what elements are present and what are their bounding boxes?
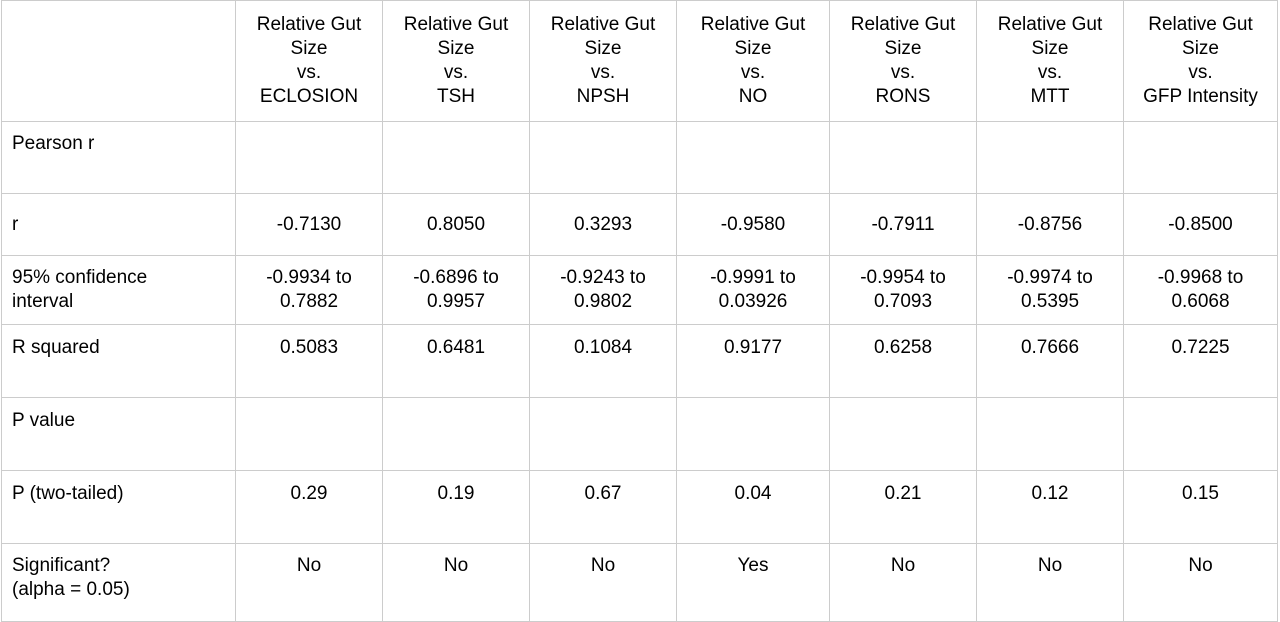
column-header-mtt: Relative Gut Size vs. MTT [976,0,1124,122]
table-cell [976,397,1124,471]
table-cell: 0.3293 [529,193,677,256]
table-cell: 0.5083 [235,324,383,398]
table-row-confidence-interval: 95% confidence interval -0.9934 to 0.788… [1,255,1278,325]
column-header-gfp-intensity: Relative Gut Size vs. GFP Intensity [1123,0,1278,122]
table-cell: 0.6481 [382,324,530,398]
table-cell [976,121,1124,194]
row-label: r [1,193,236,256]
table-cell: -0.6896 to 0.9957 [382,255,530,325]
column-header-rons: Relative Gut Size vs. RONS [829,0,977,122]
table-cell: 0.04 [676,470,830,544]
table-cell: -0.7911 [829,193,977,256]
table-cell: -0.9243 to 0.9802 [529,255,677,325]
row-label: Pearson r [1,121,236,194]
row-label: Significant? (alpha = 0.05) [1,543,236,622]
row-label: R squared [1,324,236,398]
table-cell: No [382,543,530,622]
table-cell [676,121,830,194]
table-cell: -0.9968 to 0.6068 [1123,255,1278,325]
table-cell: 0.12 [976,470,1124,544]
table-cell [529,121,677,194]
table-cell [1123,121,1278,194]
table-cell: 0.15 [1123,470,1278,544]
table-cell: -0.7130 [235,193,383,256]
column-header-tsh: Relative Gut Size vs. TSH [382,0,530,122]
table-cell: -0.9934 to 0.7882 [235,255,383,325]
table-cell: 0.1084 [529,324,677,398]
table-cell [235,121,383,194]
table-cell: 0.8050 [382,193,530,256]
table-cell [1123,397,1278,471]
table-cell: 0.7666 [976,324,1124,398]
table-cell: 0.6258 [829,324,977,398]
table-cell [382,397,530,471]
table-cell: -0.9580 [676,193,830,256]
row-label: P (two-tailed) [1,470,236,544]
table-cell [676,397,830,471]
column-header-npsh: Relative Gut Size vs. NPSH [529,0,677,122]
table-cell: No [529,543,677,622]
header-row: Relative Gut Size vs. ECLOSION Relative … [1,0,1278,122]
row-label: 95% confidence interval [1,255,236,325]
table-cell: Yes [676,543,830,622]
table-cell: -0.9991 to 0.03926 [676,255,830,325]
table-cell: -0.9954 to 0.7093 [829,255,977,325]
table-cell: -0.9974 to 0.5395 [976,255,1124,325]
table-cell [829,121,977,194]
table-cell: No [235,543,383,622]
table-cell [235,397,383,471]
table-cell: 0.21 [829,470,977,544]
corner-cell [1,0,236,122]
table-cell: -0.8500 [1123,193,1278,256]
table-cell: No [829,543,977,622]
column-header-no: Relative Gut Size vs. NO [676,0,830,122]
table-cell: 0.29 [235,470,383,544]
table-cell [529,397,677,471]
table-cell: -0.8756 [976,193,1124,256]
table-cell: No [976,543,1124,622]
row-label: P value [1,397,236,471]
table-cell: 0.9177 [676,324,830,398]
column-header-eclosion: Relative Gut Size vs. ECLOSION [235,0,383,122]
table-row-p-value: P value [1,397,1278,471]
table-cell [382,121,530,194]
table-cell: No [1123,543,1278,622]
table-row-r: r -0.7130 0.8050 0.3293 -0.9580 -0.7911 … [1,193,1278,256]
table-cell: 0.19 [382,470,530,544]
table-cell [829,397,977,471]
table-row-p-two-tailed: P (two-tailed) 0.29 0.19 0.67 0.04 0.21 … [1,470,1278,544]
table-cell: 0.7225 [1123,324,1278,398]
table-row-r-squared: R squared 0.5083 0.6481 0.1084 0.9177 0.… [1,324,1278,398]
table-cell: 0.67 [529,470,677,544]
table-row-significant: Significant? (alpha = 0.05) No No No Yes… [1,543,1278,622]
table-row-pearson-r: Pearson r [1,121,1278,194]
